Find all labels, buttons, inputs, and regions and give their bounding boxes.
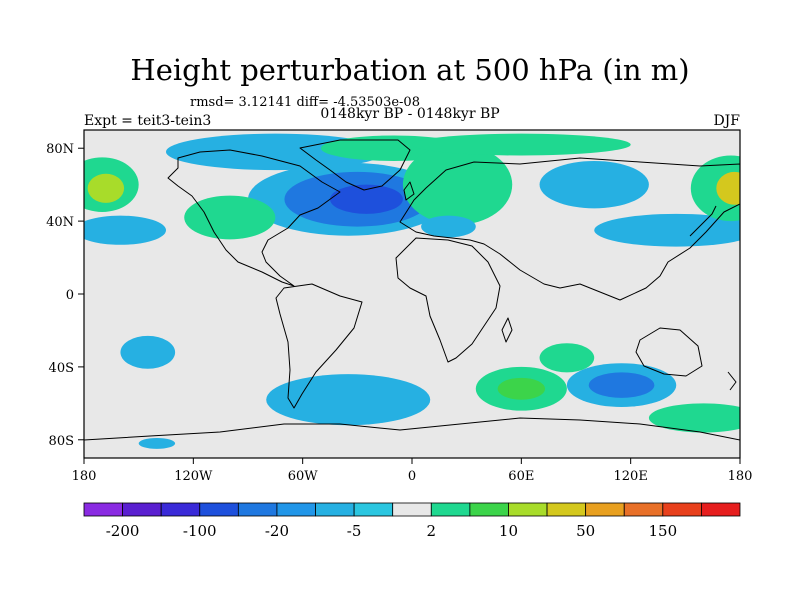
stats-text: rmsd= 3.12141 diff= -4.53503e-08 xyxy=(190,95,420,110)
experiment-label: Expt = teit3-tein3 xyxy=(84,113,211,129)
colorbar-swatch xyxy=(469,502,509,517)
x-tick-label: 60E xyxy=(508,469,534,484)
anomaly-antarctic-low xyxy=(138,437,176,449)
anomaly-gulf-of-mexico-high xyxy=(184,195,276,240)
anomaly-n-pacific-high-east-core xyxy=(716,171,740,205)
colorbar-swatch xyxy=(623,502,664,517)
colorbar-swatch xyxy=(122,502,162,517)
colorbar-label: 150 xyxy=(649,522,678,540)
x-tick-label: 180 xyxy=(728,469,753,484)
colorbar-swatch xyxy=(237,502,278,517)
x-tick-label: 180 xyxy=(72,469,97,484)
anomaly-europe-high xyxy=(402,144,513,225)
anomaly-n-pacific-high-west-core xyxy=(87,173,125,203)
coast-australia xyxy=(635,327,703,377)
coast-eurasia xyxy=(399,157,740,301)
colorbar-label: -5 xyxy=(347,522,362,540)
x-tick-label: 0 xyxy=(408,469,416,484)
colorbar: -200 -100 -20 -5 2 10 50 150 xyxy=(83,502,741,540)
x-tick-label: 120W xyxy=(174,469,213,484)
anomaly-south-atlantic-low xyxy=(266,374,431,426)
colorbar-swatch xyxy=(276,502,316,517)
chart-title: Height perturbation at 500 hPa (in m) xyxy=(130,53,689,87)
colorbar-swatch xyxy=(199,502,239,517)
y-tick-label: 80S xyxy=(49,434,74,449)
colorbar-swatch xyxy=(701,502,741,517)
anomaly-tasman-high xyxy=(648,403,740,433)
coastlines xyxy=(84,139,740,441)
coast-uk xyxy=(403,181,415,201)
y-tick-label: 0 xyxy=(66,288,74,303)
x-tick-label: 60W xyxy=(288,469,319,484)
anomaly-indian-ocean-high xyxy=(539,343,595,373)
anomaly-south-africa-high-core xyxy=(497,377,546,400)
x-tick-label: 120E xyxy=(614,469,648,484)
axis-ticks: 180 120W 60W 0 60E 120E 180 80N 40N 0 40S 80S xyxy=(46,142,752,484)
anomaly-n-pacific-high-east xyxy=(690,155,740,222)
coast-japan xyxy=(689,205,717,237)
colorbar-swatch xyxy=(546,502,587,517)
anomaly-north-atlantic-low-core xyxy=(330,184,403,214)
colorbar-swatch xyxy=(315,502,355,517)
anomaly-n-pacific-east-low xyxy=(84,215,166,245)
colorbar-swatch xyxy=(508,502,548,517)
anomaly-siberia-low xyxy=(539,160,649,209)
anomaly-australia-low-core xyxy=(588,372,655,398)
y-tick-label: 40S xyxy=(49,361,74,376)
colorbar-label: -200 xyxy=(106,522,140,540)
coast-north-america xyxy=(167,149,341,287)
y-tick-label: 80N xyxy=(46,142,74,157)
chart-subtitle: 0148kyr BP - 0148kyr BP xyxy=(320,106,499,122)
coast-antarctica xyxy=(84,417,740,441)
colorbar-swatch xyxy=(83,502,123,517)
colorbar-swatch xyxy=(430,502,471,517)
colorbar-label: 50 xyxy=(576,522,595,540)
colorbar-label: 2 xyxy=(427,522,437,540)
colorbar-swatch xyxy=(662,502,702,517)
colorbar-swatch xyxy=(353,502,394,517)
y-tick-label: 40N xyxy=(46,215,74,230)
coast-new-zealand xyxy=(727,371,737,391)
colorbar-swatch xyxy=(392,502,432,517)
anomaly-layer xyxy=(84,133,740,449)
season-label: DJF xyxy=(713,113,740,129)
coast-africa xyxy=(395,237,501,363)
anomaly-sahara-low xyxy=(421,215,476,238)
anomaly-south-pacific-low xyxy=(120,335,176,369)
anomaly-eurasia-arctic-high xyxy=(411,133,631,156)
coast-greenland xyxy=(299,139,411,191)
map-area: 180 120W 60W 0 60E 120E 180 80N 40N 0 40S 80S xyxy=(46,129,752,484)
colorbar-swatch xyxy=(160,502,201,517)
colorbar-label: 10 xyxy=(499,522,518,540)
coast-south-america xyxy=(275,283,363,409)
colorbar-label: -100 xyxy=(183,522,217,540)
colorbar-label: -20 xyxy=(265,522,289,540)
colorbar-swatch xyxy=(585,502,625,517)
coast-madagascar xyxy=(501,317,513,343)
